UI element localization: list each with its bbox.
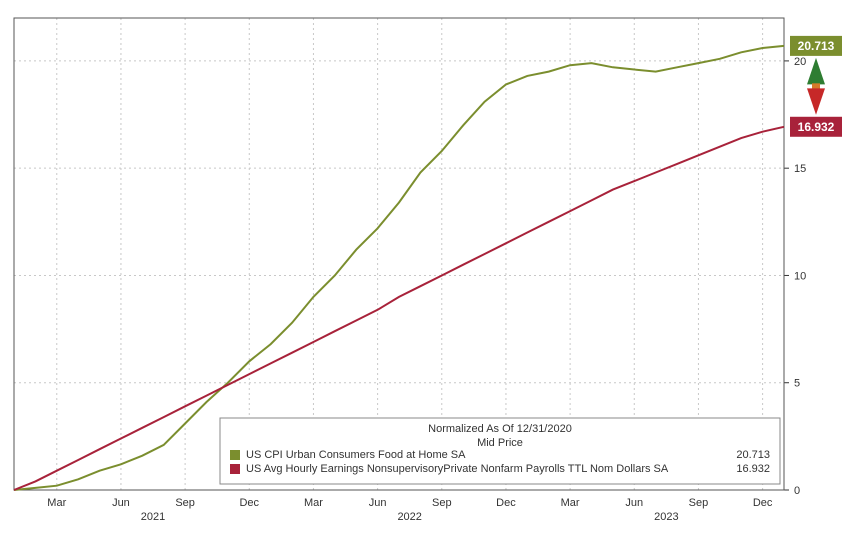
y-tick-label: 5 <box>794 378 800 390</box>
x-tick-label: Mar <box>561 497 580 509</box>
legend-value-avg_hourly: 16.932 <box>736 463 770 475</box>
line-chart: 0 5 10 15 20 Mar Jun Sep Dec Mar Jun Sep Dec Mar Jun Se… <box>0 0 848 547</box>
end-label-avg_hourly: 16.932 <box>798 120 835 134</box>
end-label-cpi_food: 20.713 <box>798 39 835 53</box>
x-tick-label: Dec <box>496 497 516 509</box>
x-year-label: 2021 <box>141 511 165 523</box>
y-tick-label: 20 <box>794 56 806 68</box>
x-tick-label: Dec <box>239 497 259 509</box>
chart-container: 0 5 10 15 20 Mar Jun Sep Dec Mar Jun Sep Dec Mar Jun Se… <box>0 0 848 547</box>
x-tick-label: Sep <box>175 497 195 509</box>
x-tick-label: Jun <box>625 497 643 509</box>
y-tick-label: 15 <box>794 163 806 175</box>
x-tick-label: Sep <box>689 497 709 509</box>
y-tick-label: 0 <box>794 485 800 497</box>
x-tick-label: Mar <box>47 497 66 509</box>
legend-title-1: Normalized As Of 12/31/2020 <box>428 423 572 435</box>
y-tick-label: 10 <box>794 270 806 282</box>
x-tick-label: Jun <box>112 497 130 509</box>
legend-title-2: Mid Price <box>477 437 523 449</box>
legend-swatch-cpi_food <box>230 450 240 460</box>
x-year-label: 2022 <box>397 511 421 523</box>
x-tick-label: Jun <box>369 497 387 509</box>
legend-name-avg_hourly: US Avg Hourly Earnings NonsupervisoryPri… <box>246 463 669 475</box>
x-tick-label: Sep <box>432 497 452 509</box>
x-tick-label: Dec <box>753 497 773 509</box>
legend-swatch-avg_hourly <box>230 464 240 474</box>
x-year-label: 2023 <box>654 511 678 523</box>
x-tick-label: Mar <box>304 497 323 509</box>
legend-value-cpi_food: 20.713 <box>736 449 770 461</box>
legend-name-cpi_food: US CPI Urban Consumers Food at Home SA <box>246 449 466 461</box>
